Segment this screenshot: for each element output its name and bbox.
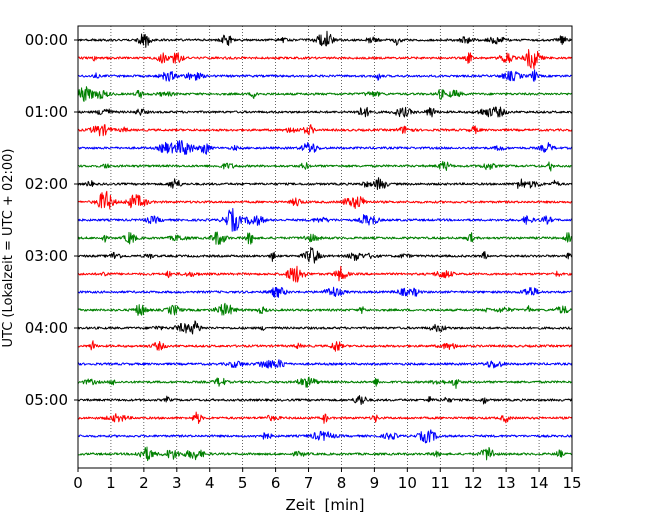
x-tick-label: 1 (106, 474, 116, 492)
y-axis-ticks: 00:00 01:00 02:00 03:00 04:00 05:00 (25, 31, 78, 409)
grid-lines (110, 26, 540, 468)
x-tick-label: 8 (337, 474, 347, 492)
trace-row-5 (77, 124, 573, 137)
x-tick-label: 13 (497, 474, 516, 492)
y-tick-label: 01:00 (25, 103, 68, 121)
trace-row-11 (77, 231, 572, 245)
trace-row-19 (77, 376, 572, 389)
trace-row-1 (77, 49, 573, 70)
x-axis-ticks: 0 1 2 3 4 5 6 7 8 9 10 11 12 13 14 15 (73, 468, 582, 492)
x-tick-label: 11 (431, 474, 450, 492)
trace-row-15 (77, 302, 572, 316)
trace-row-0 (77, 30, 573, 48)
x-tick-label: 2 (139, 474, 149, 492)
x-tick-label: 14 (530, 474, 549, 492)
trace-row-22 (77, 429, 573, 444)
trace-row-7 (77, 160, 573, 172)
trace-row-6 (77, 140, 573, 155)
y-tick-label: 00:00 (25, 31, 68, 49)
trace-row-20 (77, 395, 573, 406)
trace-row-3 (77, 86, 573, 102)
trace-row-4 (77, 106, 573, 118)
x-tick-label: 0 (73, 474, 83, 492)
trace-row-16 (77, 320, 573, 335)
trace-row-8 (77, 177, 573, 190)
y-tick-label: 05:00 (25, 391, 68, 409)
trace-row-2 (77, 69, 572, 82)
x-tick-label: 12 (464, 474, 483, 492)
x-tick-label: 4 (205, 474, 215, 492)
trace-row-17 (77, 340, 573, 352)
trace-row-12 (77, 246, 573, 264)
x-tick-label: 3 (172, 474, 182, 492)
y-tick-label: 04:00 (25, 319, 68, 337)
y-axis-label: UTC (Lokalzeit = UTC + 02:00) (1, 149, 16, 348)
trace-row-21 (77, 411, 573, 424)
trace-row-14 (77, 286, 572, 298)
y-tick-label: 03:00 (25, 247, 68, 265)
x-tick-label: 15 (562, 474, 581, 492)
trace-row-13 (77, 265, 573, 283)
x-tick-label: 5 (238, 474, 248, 492)
x-tick-label: 10 (398, 474, 417, 492)
x-tick-label: 7 (304, 474, 314, 492)
trace-row-18 (77, 359, 573, 369)
x-tick-label: 9 (370, 474, 380, 492)
trace-row-10 (77, 208, 572, 232)
x-axis-label: Zeit [min] (285, 496, 364, 514)
plot-frame (77, 25, 573, 469)
trace-row-23 (77, 446, 572, 462)
y-tick-label: 02:00 (25, 175, 68, 193)
seismic-traces (77, 30, 573, 462)
x-tick-label: 6 (271, 474, 281, 492)
trace-row-9 (77, 190, 573, 210)
